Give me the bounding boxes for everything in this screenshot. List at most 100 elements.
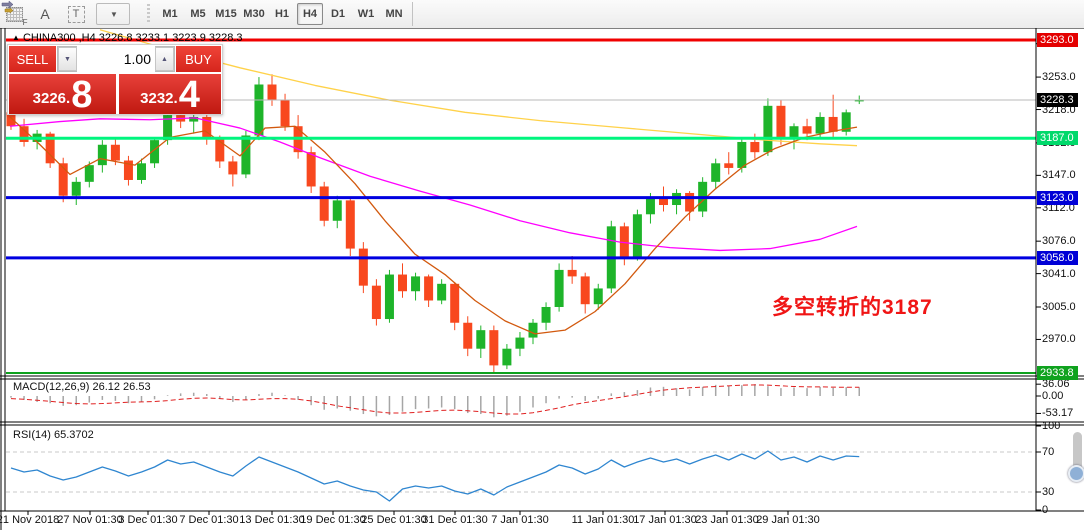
candle-body [110, 144, 120, 161]
candle-body [306, 152, 316, 187]
tf-h4[interactable]: H4 [297, 3, 323, 25]
ask-price-button[interactable]: 3232. 4 [119, 74, 221, 114]
dropdown-caret-icon: ▼ [110, 9, 118, 19]
rsi-axis-label: 100 [1042, 420, 1061, 432]
tf-mn[interactable]: MN [385, 8, 403, 20]
toolbar-grip[interactable] [145, 4, 152, 24]
ma-mid-magenta [9, 117, 858, 252]
time-axis-label: 13 Dec 01:30 [239, 514, 305, 526]
price-axis-label: 2970.0 [1042, 333, 1076, 346]
tf-m30[interactable]: M30 [243, 8, 265, 20]
time-axis-label: 19 Dec 01:30 [300, 514, 366, 526]
candle-body [424, 276, 434, 301]
candle-body [476, 330, 486, 349]
time-axis-label: 21 Nov 2018 [0, 514, 60, 526]
time-axis-label: 7 Jan 01:30 [491, 514, 549, 526]
t-box-icon: T [67, 5, 85, 23]
volume-input[interactable] [76, 46, 155, 72]
candle-body [515, 337, 525, 349]
candle-body [737, 141, 747, 168]
candle-body [202, 116, 212, 140]
macd-axis-label: 0.00 [1042, 390, 1064, 402]
volume-up-button[interactable]: ▲ [154, 47, 174, 71]
candle-body [150, 140, 160, 164]
macd-label: MACD(12,26,9) 26.12 26.53 [13, 381, 151, 393]
time-axis-label: 29 Jan 01:30 [756, 514, 820, 526]
candle-body [228, 161, 238, 175]
trade-panel-price-row: 3226. 8 3232. 4 [8, 73, 222, 114]
bid-price-button[interactable]: 3226. 8 [9, 74, 116, 114]
candle-body [685, 192, 695, 212]
candle-body [632, 214, 642, 258]
tf-m15[interactable]: M15 [215, 8, 237, 20]
rsi-label: RSI(14) 65.3702 [13, 429, 94, 441]
text-box-icon[interactable]: T [65, 3, 87, 25]
candle-body [567, 269, 577, 277]
time-axis-label: 27 Nov 01:30 [57, 514, 123, 526]
candle-body [384, 274, 394, 320]
candle-body [463, 322, 473, 349]
ask-price-small: 3232. [140, 90, 178, 107]
candle-body [841, 112, 851, 132]
chart-title: ▲ CHINA300 ,H4 3226.8 3233.1 3223.9 3228… [12, 32, 243, 44]
arrows-style-icon[interactable]: ▼ [1, 0, 130, 25]
buy-button[interactable]: BUY [175, 46, 221, 72]
candle-body [789, 126, 799, 138]
tf-m1[interactable]: M1 [162, 8, 178, 20]
candle-body [189, 116, 199, 122]
price-axis-label: 3253.0 [1042, 71, 1076, 84]
text-label-icon[interactable]: A [40, 6, 50, 22]
scrollbar-track[interactable] [1073, 432, 1082, 479]
candle-body [593, 288, 603, 305]
scrollbar-thumb[interactable] [1068, 465, 1084, 482]
candle-body [450, 283, 460, 323]
candle-body [645, 198, 655, 215]
price-axis-label: 3076.0 [1042, 235, 1076, 248]
time-axis-label: 3 Dec 01:30 [118, 514, 178, 526]
toolbar-separator [412, 2, 413, 26]
tf-m5[interactable]: M5 [190, 8, 206, 20]
candle-body [711, 163, 721, 182]
volume-down-button[interactable]: ▼ [57, 47, 77, 71]
candle-body [659, 198, 668, 206]
candle-body [815, 116, 825, 134]
candle-body [371, 285, 381, 320]
price-axis-label: 3005.0 [1042, 300, 1076, 313]
toolbar: F A T ▼ M1 M5 M15 M30 H1 H4 D1 W1 MN [0, 0, 1084, 29]
tf-d1[interactable]: D1 [330, 8, 346, 20]
time-axis-label: 31 Dec 01:30 [422, 514, 488, 526]
candle-body [541, 306, 551, 323]
candle-body [828, 116, 838, 132]
candle-body [319, 186, 329, 221]
candle-body [750, 141, 760, 153]
tf-h1[interactable]: H1 [274, 8, 290, 20]
candle-body [345, 200, 355, 249]
macd-axis-label: 36.06 [1042, 378, 1070, 391]
candle-body [84, 165, 94, 182]
chart-canvas[interactable] [0, 28, 1084, 530]
candle-body [267, 84, 277, 101]
chart-area[interactable]: ▲ CHINA300 ,H4 3226.8 3233.1 3223.9 3228… [0, 28, 1084, 530]
candle-body [71, 181, 81, 196]
time-axis-label: 11 Jan 01:30 [571, 514, 635, 526]
chart-annotation-text: 多空转折的3187 [772, 296, 933, 319]
candle-body [280, 100, 290, 127]
time-axis-label: 17 Jan 01:30 [633, 514, 697, 526]
candle-body [802, 126, 812, 134]
macd-signal-line [10, 384, 860, 415]
candle-body [398, 274, 407, 292]
candle-body [97, 144, 107, 166]
candle-body [163, 115, 173, 141]
bid-price-big: 8 [71, 74, 93, 116]
candle-body [854, 99, 864, 102]
current-price-badge: 3228.3 [1037, 92, 1078, 107]
bid-price-small: 3226. [32, 90, 71, 107]
price-badge-3058.0: 3058.0 [1037, 250, 1078, 265]
candle-body [215, 139, 225, 162]
candle-body [724, 163, 734, 168]
time-axis-label: 25 Dec 01:30 [361, 514, 427, 526]
sell-button[interactable]: SELL [9, 46, 56, 72]
tf-w1[interactable]: W1 [357, 8, 375, 20]
candle-body [528, 322, 538, 338]
